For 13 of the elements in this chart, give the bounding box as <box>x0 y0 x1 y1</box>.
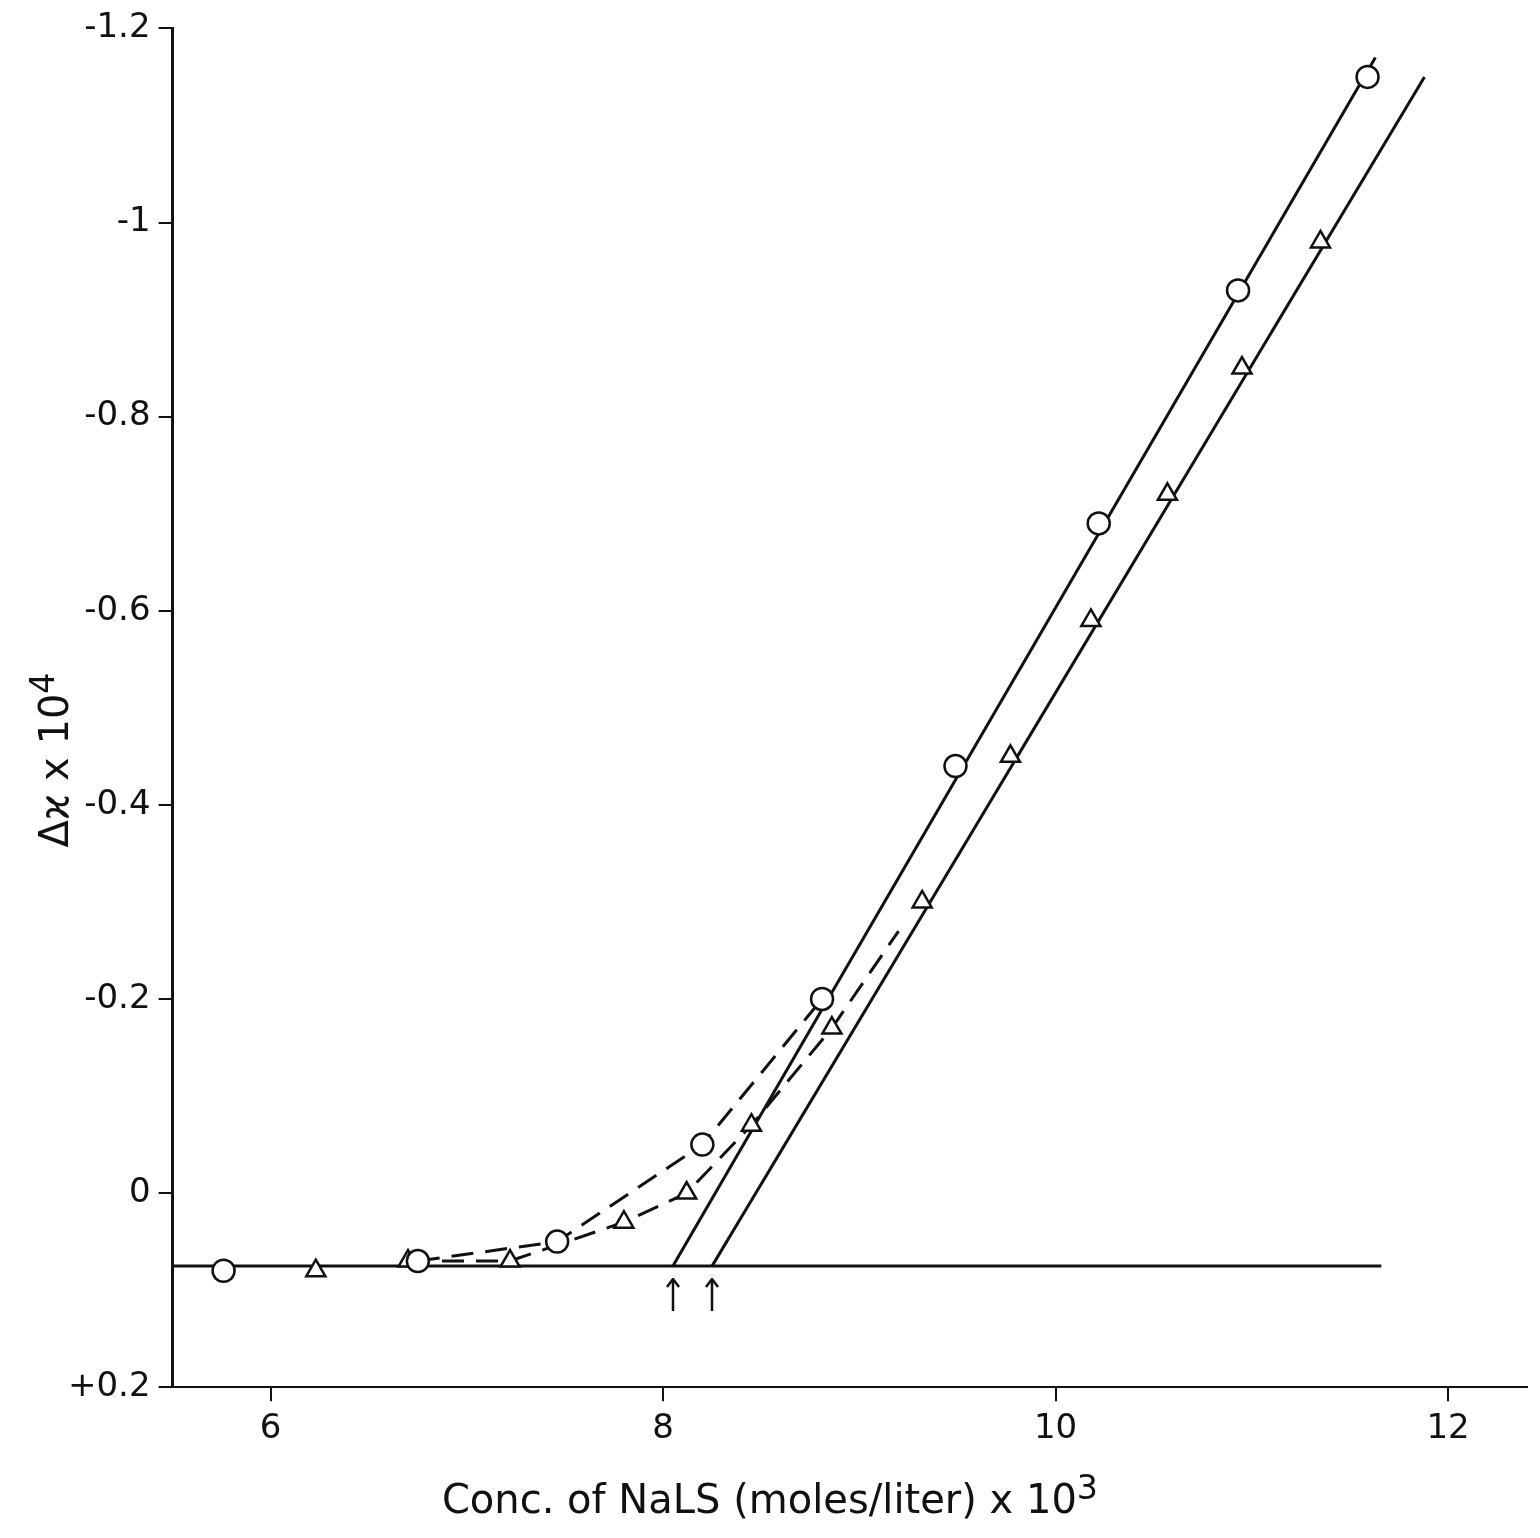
x-tick-label: 6 <box>259 1406 282 1447</box>
y-tick-label: -0.6 <box>84 587 151 628</box>
y-tick-label: -0.4 <box>84 781 151 822</box>
y-tick-label: -1.2 <box>84 5 151 46</box>
y-tick-label: 0 <box>128 1169 151 1210</box>
y-tick-label: -1 <box>116 199 151 240</box>
x-axis-title: Conc. of NaLS (moles/liter) x 10$^{3}$ <box>440 1468 1100 1523</box>
y-tick-label: -0.8 <box>84 393 151 434</box>
y-tick-label: +0.2 <box>68 1364 151 1405</box>
x-tick-label: 8 <box>652 1406 674 1447</box>
y-tick-label: -0.2 <box>84 975 151 1016</box>
x-tick-label: 12 <box>1426 1406 1470 1447</box>
x-tick-label: 10 <box>1033 1406 1078 1447</box>
